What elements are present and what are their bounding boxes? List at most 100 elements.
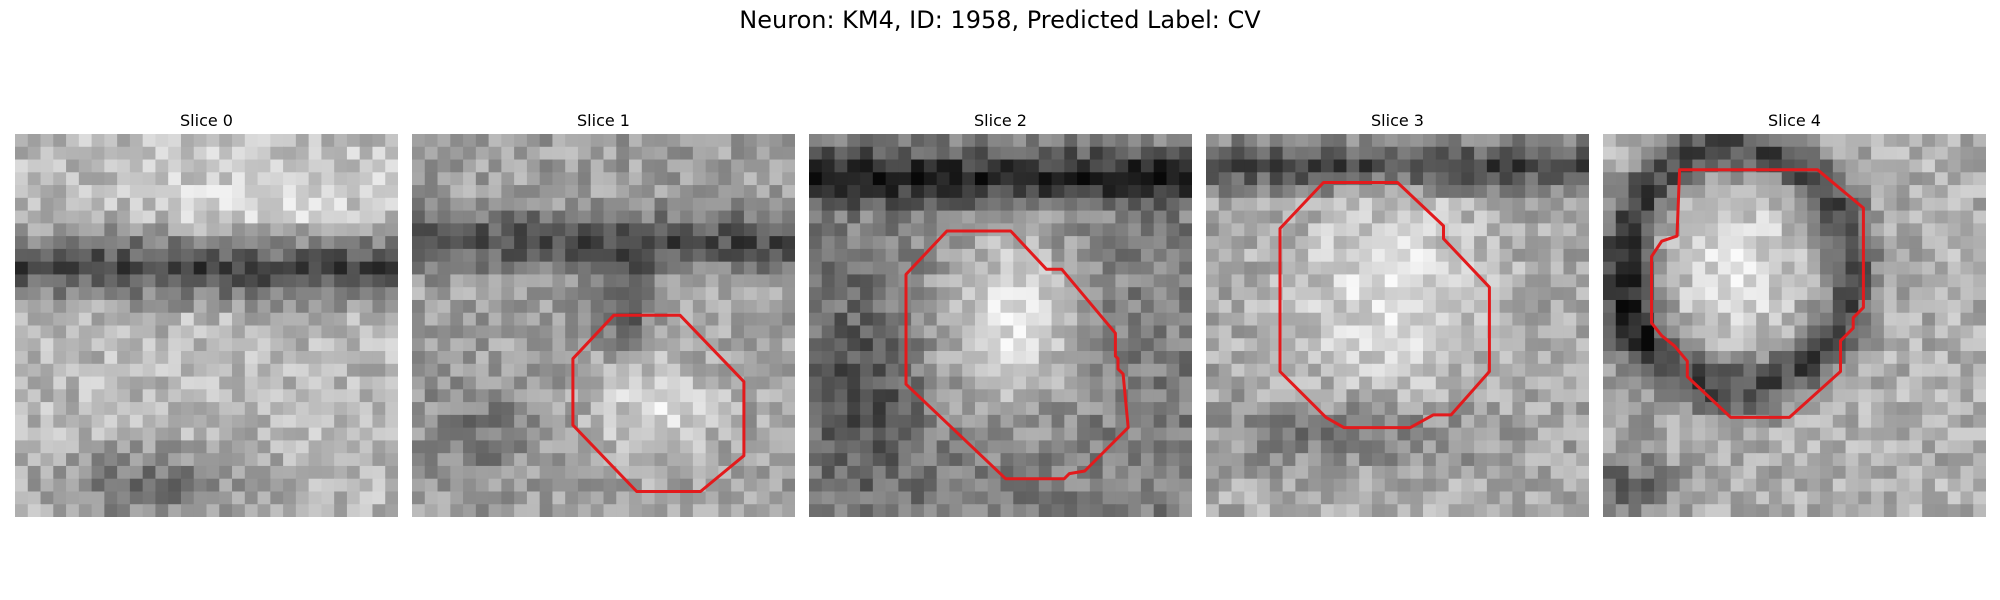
- pixel-cell: [962, 402, 976, 416]
- pixel-cell: [885, 172, 899, 186]
- pixel-cell: [1768, 402, 1783, 416]
- pixel-cell: [1295, 338, 1309, 352]
- pixel-cell: [334, 453, 348, 467]
- pixel-cell: [142, 465, 157, 480]
- pixel-cell: [488, 338, 502, 352]
- pixel-cell: [962, 389, 976, 403]
- pixel-cell: [834, 465, 848, 480]
- pixel-cell: [987, 427, 1002, 441]
- pixel-cell: [1077, 389, 1091, 403]
- pixel-cell: [629, 402, 643, 416]
- pixel-cell: [1525, 146, 1539, 161]
- pixel-cell: [1257, 478, 1271, 493]
- pixel-cell: [1922, 223, 1936, 237]
- pixel-cell: [104, 453, 118, 467]
- pixel-cell: [514, 363, 528, 378]
- pixel-cell: [1563, 351, 1577, 365]
- pixel-cell: [1666, 146, 1681, 161]
- pixel-cell: [206, 325, 220, 339]
- pixel-cell: [1666, 159, 1681, 173]
- pixel-cell: [1871, 402, 1885, 416]
- pixel-cell: [1628, 351, 1642, 365]
- pixel-cell: [603, 287, 617, 301]
- pixel-cell: [1282, 172, 1296, 186]
- pixel-cell: [1883, 159, 1898, 173]
- pixel-cell: [385, 504, 398, 517]
- pixel-cell: [539, 389, 554, 403]
- pixel-cell: [680, 146, 694, 161]
- pixel-cell: [821, 261, 836, 276]
- pixel-cell: [1883, 389, 1898, 403]
- pixel-cell: [936, 389, 951, 403]
- pixel-cell: [104, 274, 118, 288]
- pixel-cell: [1641, 210, 1655, 224]
- pixel-cell: [104, 236, 118, 250]
- pixel-cell: [962, 185, 976, 199]
- pixel-cell: [1435, 491, 1450, 505]
- pixel-cell: [1115, 299, 1129, 314]
- pixel-cell: [1768, 210, 1783, 224]
- pixel-cell: [1166, 504, 1180, 517]
- pixel-cell: [257, 185, 271, 199]
- pixel-cell: [1654, 223, 1668, 237]
- pixel-cell: [1308, 376, 1322, 390]
- pixel-cell: [283, 389, 297, 403]
- pixel-cell: [1000, 402, 1014, 416]
- pixel-cell: [603, 210, 617, 224]
- pixel-cell: [1858, 338, 1872, 352]
- pixel-cell: [412, 414, 426, 429]
- pixel-cell: [718, 453, 732, 467]
- pixel-cell: [603, 402, 617, 416]
- pixel-cell: [385, 261, 398, 276]
- pixel-cell: [104, 172, 118, 186]
- pixel-cell: [437, 248, 451, 263]
- pixel-cell: [911, 351, 925, 365]
- pixel-cell: [1000, 274, 1014, 288]
- pixel-cell: [1768, 274, 1783, 288]
- pixel-cell: [270, 172, 284, 186]
- pixel-cell: [424, 351, 439, 365]
- pixel-cell: [1807, 223, 1821, 237]
- pixel-cell: [501, 402, 515, 416]
- pixel-cell: [1026, 172, 1040, 186]
- pixel-cell: [1102, 223, 1116, 237]
- pixel-cell: [372, 172, 386, 186]
- pixel-cell: [78, 236, 93, 250]
- pixel-cell: [1563, 223, 1577, 237]
- pixel-cell: [974, 210, 989, 224]
- pixel-cell: [718, 134, 732, 148]
- pixel-cell: [1499, 172, 1513, 186]
- pixel-cell: [1218, 248, 1233, 263]
- pixel-cell: [731, 287, 745, 301]
- pixel-cell: [104, 414, 118, 429]
- pixel-cell: [1486, 159, 1501, 173]
- pixel-cell: [257, 402, 271, 416]
- pixel-cell: [180, 504, 195, 517]
- pixel-cell: [911, 223, 925, 237]
- pixel-cell: [1603, 325, 1617, 339]
- pixel-cell: [577, 402, 592, 416]
- pixel-cell: [1756, 402, 1770, 416]
- pixel-cell: [1231, 159, 1245, 173]
- pixel-cell: [244, 236, 259, 250]
- pixel-cell: [526, 351, 541, 365]
- pixel-cell: [1269, 414, 1284, 429]
- pixel-cell: [1346, 134, 1360, 148]
- pixel-cell: [232, 197, 246, 212]
- pixel-cell: [1295, 402, 1309, 416]
- pixel-cell: [974, 389, 989, 403]
- pixel-cell: [53, 146, 67, 161]
- pixel-cell: [1692, 197, 1706, 212]
- pixel-cell: [1960, 465, 1974, 480]
- pixel-cell: [847, 185, 861, 199]
- pixel-cell: [155, 338, 169, 352]
- pixel-cell: [53, 453, 67, 467]
- pixel-cell: [692, 376, 707, 390]
- pixel-cell: [193, 159, 208, 173]
- pixel-cell: [1166, 274, 1180, 288]
- pixel-cell: [1282, 389, 1296, 403]
- pixel-cell: [885, 453, 899, 467]
- pixel-cell: [244, 504, 259, 517]
- pixel-cell: [117, 185, 131, 199]
- pixel-cell: [78, 261, 93, 276]
